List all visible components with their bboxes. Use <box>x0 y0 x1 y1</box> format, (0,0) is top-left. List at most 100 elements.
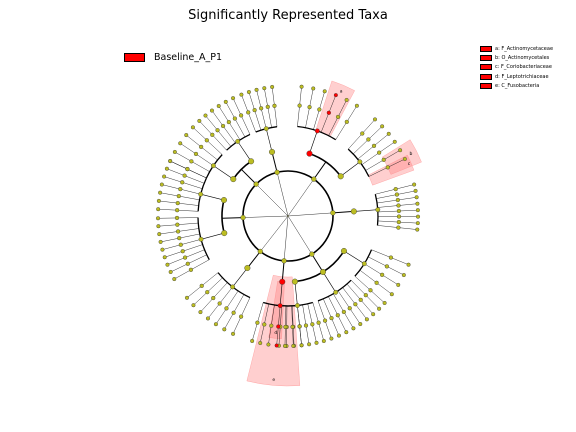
taxon-node <box>344 119 349 124</box>
taxon-node <box>340 247 347 254</box>
class-swatch <box>124 53 145 62</box>
taxon-node <box>396 208 401 214</box>
taxon-node <box>321 338 326 343</box>
taxon-node <box>221 230 228 237</box>
clade-marker: e <box>272 378 275 383</box>
taxon-node <box>216 103 221 108</box>
taxon-node <box>406 262 411 267</box>
branch-line <box>353 209 378 212</box>
taxon-node <box>380 272 385 277</box>
taxon-node <box>297 324 302 329</box>
taxon-node <box>244 265 251 272</box>
taxon-node <box>238 314 244 319</box>
taxon-node <box>246 110 251 115</box>
taxon-node <box>185 261 190 266</box>
taxon-node <box>317 107 322 112</box>
taxon-node <box>198 236 204 242</box>
taxon-node <box>190 125 195 130</box>
taxon-node <box>175 208 180 213</box>
taxon-node <box>159 182 164 187</box>
taxon-node <box>160 247 165 252</box>
taxon-node <box>319 268 326 275</box>
taxon-node <box>415 214 420 219</box>
taxon-node <box>295 303 300 308</box>
branch-line <box>332 210 354 214</box>
taxon-node <box>311 176 317 182</box>
taxon-node <box>415 208 420 213</box>
taxon-node <box>258 340 263 345</box>
branch-line <box>309 130 318 154</box>
taxon-node <box>279 278 286 285</box>
branch-line <box>200 232 225 240</box>
taxon-node <box>246 90 251 95</box>
taxon-node <box>253 181 259 187</box>
clade-swatch <box>480 45 492 52</box>
taxon-node <box>156 216 161 221</box>
taxon-node <box>210 132 215 137</box>
taxon-node <box>224 306 229 311</box>
taxon-node <box>198 191 204 197</box>
taxon-node <box>377 306 382 311</box>
taxon-node <box>322 89 327 94</box>
figure-title: Significantly Represented Taxa <box>188 8 388 23</box>
taxon-node <box>164 166 169 171</box>
taxon-node <box>230 284 235 290</box>
taxon-node <box>252 108 257 113</box>
taxon-node <box>329 316 334 321</box>
taxon-node <box>372 117 377 122</box>
taxon-node <box>185 166 190 172</box>
taxon-node <box>358 297 363 302</box>
branch-line <box>240 168 257 185</box>
branch-line <box>237 141 252 162</box>
taxon-node <box>270 84 275 89</box>
branch-line <box>343 250 365 264</box>
taxon-node <box>158 190 163 195</box>
branch-line <box>313 161 327 180</box>
taxon-node <box>371 312 376 317</box>
taxon-node <box>277 303 283 309</box>
taxon-node <box>193 151 199 157</box>
taxon-node <box>240 214 246 221</box>
taxon-node <box>382 300 387 305</box>
taxon-node <box>375 207 381 213</box>
branch-line <box>283 216 289 261</box>
branch-line <box>322 271 336 293</box>
taxon-node <box>412 182 417 187</box>
branch-line <box>246 251 261 269</box>
taxon-node <box>255 320 260 325</box>
taxon-node <box>363 293 368 298</box>
taxon-node <box>175 229 181 234</box>
taxon-node <box>396 219 401 225</box>
taxon-node <box>353 302 358 307</box>
taxon-node <box>177 236 182 241</box>
taxon-node <box>231 331 236 336</box>
taxon-node <box>250 338 255 343</box>
taxon-node <box>182 173 187 178</box>
taxon-node <box>358 322 363 327</box>
taxon-node <box>184 133 189 138</box>
clade-label: a: F_Actinomycetaceae <box>495 45 554 52</box>
clade-legend-item: a: F_Actinomycetaceae <box>480 44 553 53</box>
taxon-node <box>333 93 338 98</box>
taxon-node <box>371 143 377 148</box>
taxon-node <box>347 306 352 311</box>
taxon-node <box>361 261 367 267</box>
taxon-node <box>364 317 369 322</box>
taxon-node <box>197 118 202 123</box>
taxon-node <box>262 86 267 91</box>
taxon-node <box>333 289 339 295</box>
cladogram-nodes <box>156 84 420 348</box>
taxon-node <box>395 197 400 203</box>
taxon-node <box>322 318 328 323</box>
taxon-node <box>291 278 298 285</box>
taxon-node <box>157 232 162 237</box>
taxon-node <box>337 173 344 180</box>
taxon-node <box>402 157 407 162</box>
taxon-node <box>156 198 161 203</box>
taxon-node <box>276 324 281 329</box>
taxon-node <box>263 126 269 132</box>
taxon-node <box>357 159 363 165</box>
taxon-node <box>266 342 271 347</box>
taxon-node <box>291 343 296 348</box>
branch-line <box>232 267 248 288</box>
